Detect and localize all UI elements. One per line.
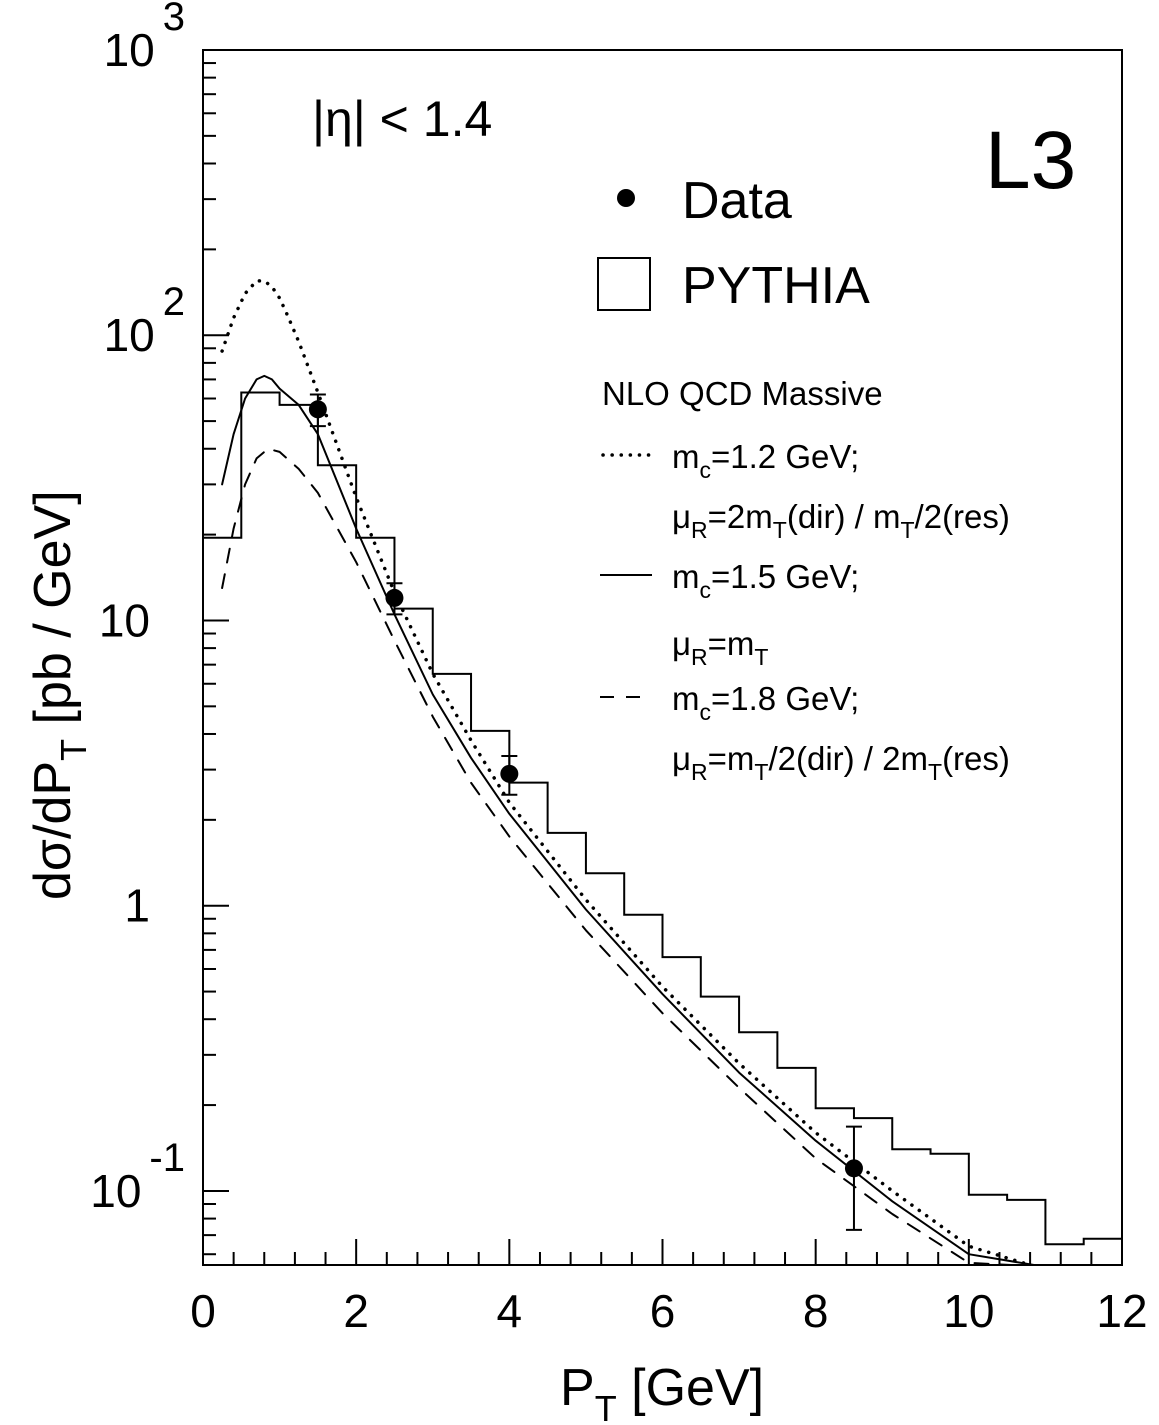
- legend: Data PYTHIA NLO QCD Massive mc=1.2 GeV; …: [597, 172, 1010, 785]
- x-axis-title: PT [GeV]: [560, 1359, 764, 1425]
- nlo-curve-solid: [221, 374, 1035, 1266]
- y-tick-label: 102: [104, 280, 185, 361]
- legend-entry-1-line2: μR=2mT(dir) / mT/2(res): [672, 498, 1010, 543]
- y-tick-label: 103: [104, 0, 185, 76]
- y-tick-label: 10-1: [90, 1136, 185, 1217]
- x-tick-label: 12: [1096, 1285, 1147, 1337]
- y-axis-title: dσ/dPT [pb / GeV]: [24, 490, 94, 900]
- legend-data-label: Data: [682, 172, 792, 230]
- nlo-curve-dashed: [221, 447, 1012, 1266]
- region-label: |η| < 1.4: [312, 91, 492, 147]
- data-point: [844, 1159, 863, 1178]
- y-tick-label: 1: [124, 880, 150, 932]
- x-tick-label: 4: [497, 1285, 523, 1337]
- pythia-histogram-line: [203, 391, 1122, 1246]
- axis-ticks: [202, 49, 1123, 1265]
- data-point: [385, 588, 404, 607]
- data-point: [308, 400, 327, 419]
- experiment-label: L3: [985, 115, 1076, 206]
- data-points: [308, 393, 863, 1231]
- legend-data-marker: [617, 189, 635, 207]
- x-tick-label: 0: [190, 1285, 216, 1337]
- pythia-histogram: [203, 391, 1122, 1246]
- x-tick-label: 2: [343, 1285, 369, 1337]
- legend-entry-3-line2: μR=mT/2(dir) / 2mT(res): [672, 740, 1010, 785]
- legend-pythia-label: PYTHIA: [682, 257, 870, 315]
- legend-entry-1-line1: mc=1.2 GeV;: [672, 438, 859, 483]
- data-point: [500, 764, 519, 783]
- y-tick-label: 10: [99, 594, 150, 646]
- x-tick-label: 10: [943, 1285, 994, 1337]
- legend-entry-2-line1: mc=1.5 GeV;: [672, 558, 859, 603]
- nlo-curve-dotted: [220, 279, 1032, 1267]
- plot-frame: [202, 49, 1123, 1266]
- legend-nlo-title: NLO QCD Massive: [602, 375, 883, 412]
- x-tick-label: 6: [650, 1285, 676, 1337]
- legend-entry-2-line2: μR=mT: [672, 625, 768, 670]
- legend-entry-3-line1: mc=1.8 GeV;: [672, 680, 859, 725]
- x-tick-label: 8: [803, 1285, 829, 1337]
- legend-pythia-marker: [597, 257, 651, 311]
- x-tick-labels: 0 2 4 6 8 10 12: [190, 1285, 1147, 1337]
